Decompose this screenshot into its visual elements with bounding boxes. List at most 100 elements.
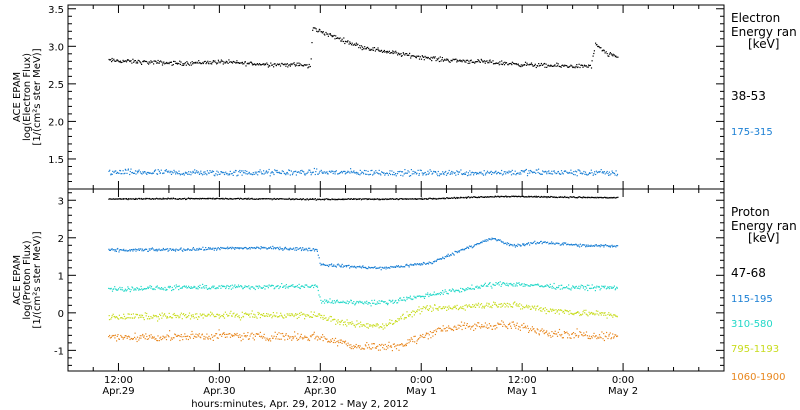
data-point	[608, 288, 610, 290]
data-point	[240, 285, 243, 287]
data-point	[301, 198, 303, 200]
data-point	[335, 301, 337, 303]
data-point	[586, 66, 588, 68]
data-point	[173, 197, 175, 200]
data-point	[457, 324, 459, 326]
data-point	[583, 196, 585, 199]
data-point	[122, 338, 124, 340]
data-point	[471, 306, 473, 308]
data-point	[230, 288, 232, 290]
data-point	[311, 198, 313, 200]
x-axis-tick-labels: 12:00Apr.290:00Apr.3012:00Apr.300:00May …	[102, 375, 638, 397]
data-point	[328, 341, 330, 343]
data-point	[118, 249, 120, 251]
data-point	[426, 333, 428, 335]
data-point	[536, 284, 538, 286]
data-point	[522, 64, 524, 66]
data-point	[599, 336, 601, 338]
data-point	[156, 197, 158, 199]
data-point	[129, 170, 131, 173]
data-point	[181, 318, 183, 320]
data-point	[390, 198, 392, 200]
data-point	[395, 175, 397, 177]
data-point	[529, 63, 531, 65]
data-point	[535, 172, 537, 174]
data-point	[474, 196, 476, 198]
data-point	[369, 173, 372, 175]
data-point	[181, 287, 183, 289]
data-point	[325, 264, 327, 266]
data-point	[163, 249, 165, 251]
data-point	[496, 283, 498, 285]
data-point	[378, 199, 380, 201]
data-point	[511, 244, 513, 246]
proton-panel: ACE EPAM log(Proton Flux) [1/(cm²s ster Me…	[12, 188, 797, 383]
data-point	[313, 284, 315, 286]
data-point	[411, 316, 413, 318]
data-point	[491, 237, 493, 239]
data-point	[273, 197, 275, 200]
data-point	[193, 317, 195, 319]
data-point	[166, 334, 168, 336]
data-point	[570, 243, 572, 245]
data-point	[604, 52, 606, 54]
data-point	[392, 299, 394, 301]
data-point	[141, 250, 143, 252]
data-point	[401, 299, 403, 301]
data-point	[556, 62, 558, 64]
data-point	[544, 310, 546, 312]
data-point	[182, 286, 184, 288]
data-point	[402, 299, 404, 301]
data-point	[111, 316, 113, 319]
data-point	[251, 247, 253, 249]
data-point	[186, 61, 188, 63]
data-point	[584, 312, 586, 314]
data-point	[280, 312, 282, 314]
data-point	[591, 337, 593, 339]
data-point	[133, 172, 135, 174]
data-point	[457, 250, 459, 252]
data-point	[463, 322, 466, 324]
data-point	[397, 171, 399, 173]
data-point	[247, 173, 249, 175]
data-point	[291, 198, 293, 200]
data-point	[366, 300, 368, 302]
data-point	[512, 285, 514, 287]
data-point	[134, 336, 136, 338]
data-point	[242, 287, 244, 289]
data-point	[526, 175, 529, 177]
data-point	[421, 310, 423, 313]
proton-y-axis-label: ACE EPAM log(Proton Flux) [1/(cm²s ster Me…	[12, 231, 43, 328]
data-point	[406, 263, 408, 265]
data-point	[167, 317, 169, 319]
data-point	[576, 311, 579, 313]
data-point	[476, 172, 478, 174]
data-point	[593, 173, 595, 175]
data-point	[184, 171, 187, 173]
data-point	[515, 63, 517, 65]
data-point	[521, 170, 523, 172]
data-point	[402, 345, 404, 347]
data-point	[431, 173, 433, 175]
data-point	[572, 313, 574, 315]
data-point	[337, 322, 339, 324]
data-point	[444, 198, 446, 200]
data-point	[184, 315, 186, 317]
data-point	[158, 287, 160, 289]
data-point	[213, 61, 215, 63]
data-point	[125, 290, 127, 292]
data-point	[343, 301, 345, 304]
data-point	[490, 325, 492, 327]
data-point	[319, 170, 321, 172]
data-point	[608, 335, 610, 337]
data-point	[139, 289, 141, 291]
data-point	[395, 198, 398, 200]
data-point	[381, 198, 383, 200]
data-point	[509, 63, 511, 65]
data-point	[358, 347, 360, 349]
data-point	[388, 198, 390, 200]
data-point	[256, 333, 258, 335]
data-point	[459, 250, 461, 252]
data-point	[402, 52, 404, 54]
data-point	[396, 265, 398, 267]
